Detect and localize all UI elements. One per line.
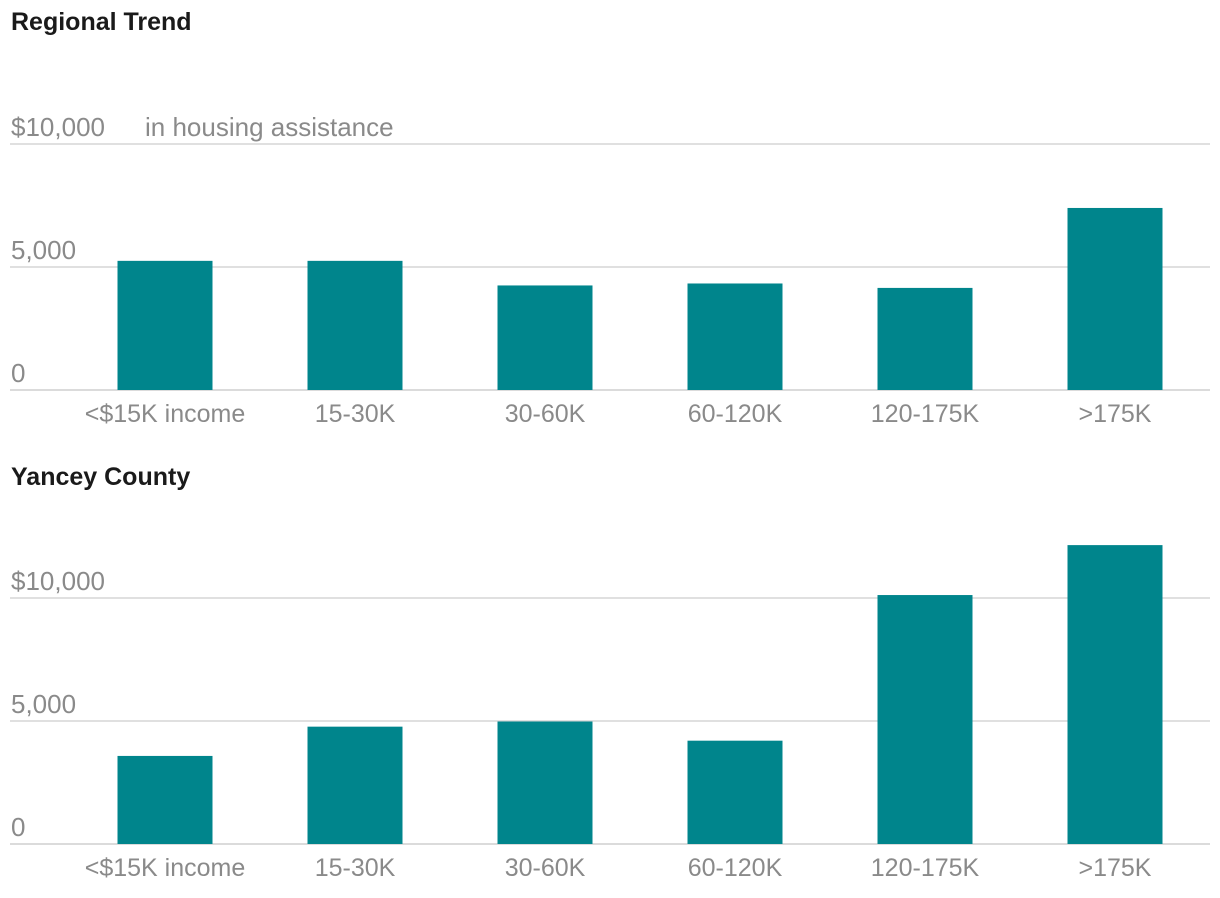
bar-chart-yancey: 0 5,000 $10,000 <$15K income 15-30K 30-60K 60-… xyxy=(10,545,1210,882)
bar xyxy=(117,755,213,844)
x-tick-label: 60-120K xyxy=(688,854,783,882)
x-tick-label: <$15K income xyxy=(85,854,246,882)
x-tick-label: 120-175K xyxy=(871,400,980,428)
x-tick-label: 30-60K xyxy=(505,854,586,882)
bar xyxy=(497,721,593,844)
chart-title: Regional Trend xyxy=(11,8,192,36)
y-tick-label: 5,000 xyxy=(11,235,76,265)
x-tick-label: 15-30K xyxy=(315,854,396,882)
x-tick-label: 30-60K xyxy=(505,400,586,428)
bar xyxy=(1067,207,1163,390)
bar xyxy=(1067,545,1163,844)
bar xyxy=(687,283,783,390)
y-tick-label: $10,000 xyxy=(11,566,105,596)
x-tick-label: 120-175K xyxy=(871,854,980,882)
bar xyxy=(687,740,783,844)
bar xyxy=(117,260,213,390)
chart-panel-yancey: Yancey County 0 5,000 $10,000 <$15K income 1… xyxy=(0,455,1220,898)
bar xyxy=(307,726,403,844)
y-tick-label: 5,000 xyxy=(11,689,76,719)
x-tick-label: 15-30K xyxy=(315,400,396,428)
bar xyxy=(877,595,973,844)
bar-chart-regional: 0 5,000 $10,000 in housing assistance <$15K … xyxy=(10,112,1210,428)
x-tick-label: >175K xyxy=(1079,400,1152,428)
chart-title: Yancey County xyxy=(11,463,191,491)
x-tick-label: >175K xyxy=(1079,854,1152,882)
y-tick-label: $10,000 xyxy=(11,112,105,142)
x-tick-label: 60-120K xyxy=(688,400,783,428)
chart-panel-regional: Regional Trend 0 5,000 $10,000 in housing a… xyxy=(0,0,1220,440)
bar xyxy=(307,260,403,390)
y-tick-label: 0 xyxy=(11,358,25,388)
x-tick-label: <$15K income xyxy=(85,400,246,428)
bar xyxy=(877,287,973,390)
bar xyxy=(497,285,593,390)
y-tick-label: 0 xyxy=(11,812,25,842)
y-axis-label: in housing assistance xyxy=(145,112,394,142)
